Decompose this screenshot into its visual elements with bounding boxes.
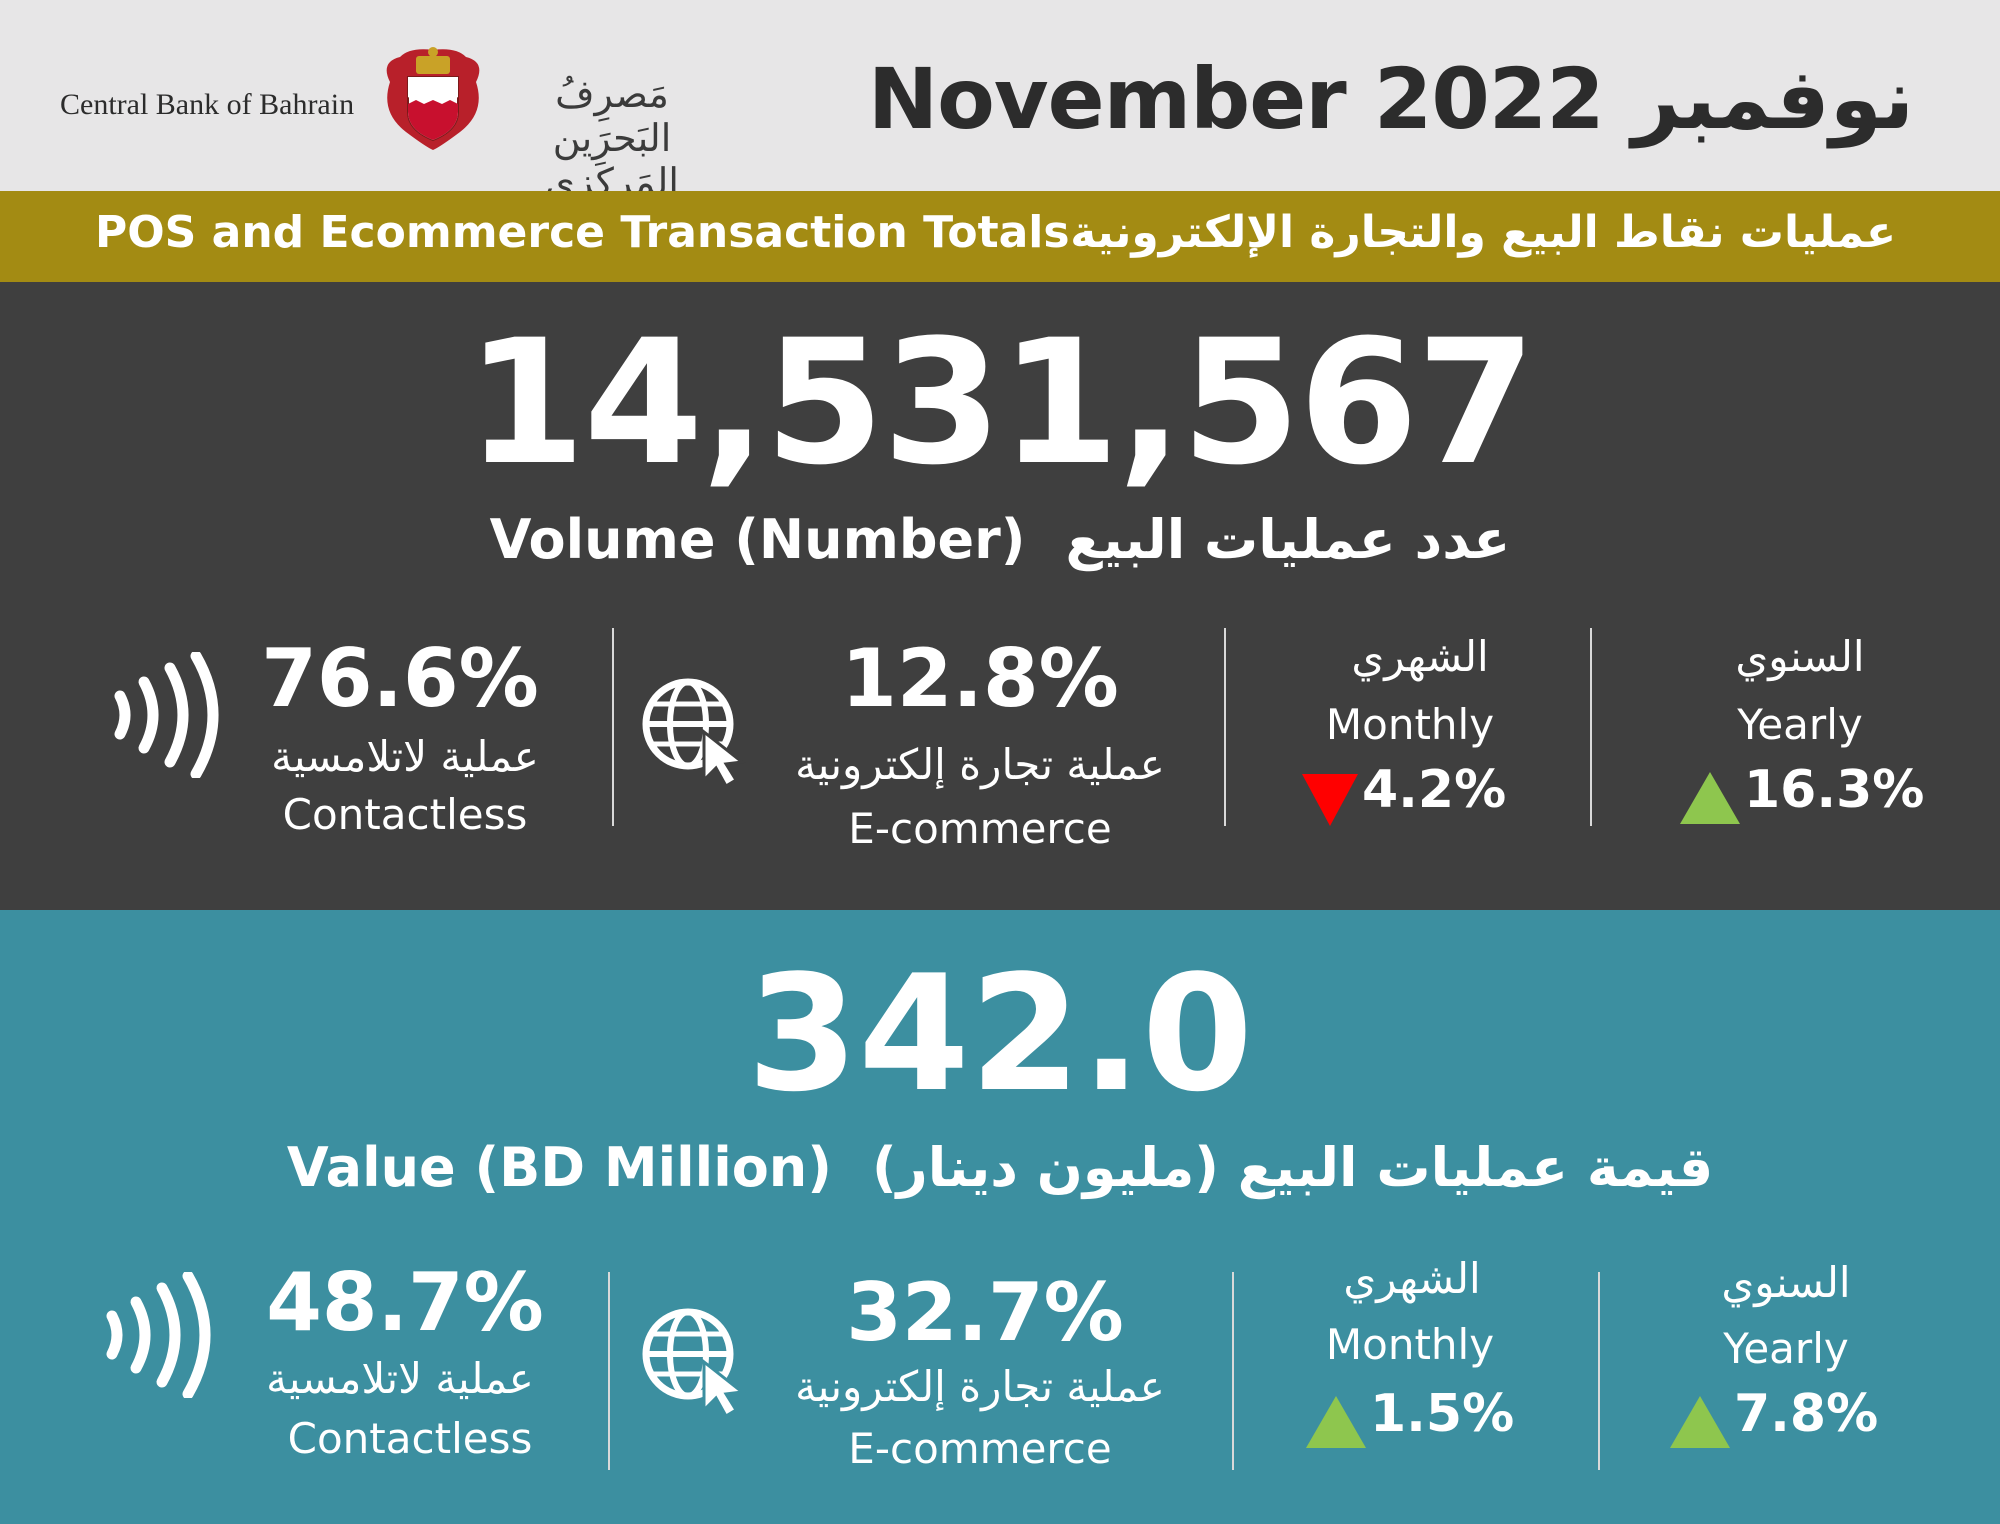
banner-title-en: POS and Ecommerce Transaction Totals (95, 207, 1070, 258)
volume-panel: 14,531,567 Volume (Number) عدد عمليات الب… (0, 282, 2000, 910)
volume-total: 14,531,567 (465, 302, 1536, 503)
volume-label-en: Volume (Number) (489, 508, 1026, 571)
divider (1590, 628, 1592, 826)
page-title: November 2022 نوفمبر (867, 50, 1915, 148)
volume-monthly-label-ar: الشهري (1351, 632, 1489, 681)
banner-title-ar: عمليات نقاط البيع والتجارة الإلكترونية (1070, 207, 1896, 258)
contactless-icon (114, 652, 219, 778)
value-label-en: Value (BD Million) (286, 1136, 832, 1199)
value-panel: 342.0 Value (BD Million) قيمة عمليات البي… (0, 910, 2000, 1524)
trend-down-icon (1302, 774, 1358, 826)
value-monthly-label-en: Monthly (1325, 1320, 1495, 1369)
volume-yearly-change: 16.3% (1744, 760, 1925, 820)
trend-up-icon (1680, 772, 1740, 824)
divider (608, 1272, 610, 1470)
value-ecommerce-label-ar: عملية تجارة إلكترونية (795, 1362, 1165, 1411)
volume-ecommerce-pct: 12.8% (841, 632, 1119, 725)
org-name-ar: مَصرِفُ البَحرَين المَركَزي (545, 72, 679, 204)
org-name-en: Central Bank of Bahrain (60, 88, 355, 121)
volume-label: Volume (Number) عدد عمليات البيع (0, 508, 2000, 571)
volume-contactless-pct: 76.6% (261, 632, 539, 725)
section-banner: POS and Ecommerce Transaction Totals عمل… (0, 191, 2000, 282)
value-ecommerce-label-en: E-commerce (848, 1424, 1112, 1473)
value-contactless-pct: 48.7% (266, 1256, 544, 1349)
value-yearly-label-ar: السنوي (1721, 1258, 1851, 1307)
value-contactless-label-en: Contactless (287, 1414, 533, 1463)
header: Central Bank of Bahrain مَصرِفُ البَحرَي… (0, 0, 2000, 204)
trend-up-icon (1670, 1396, 1730, 1448)
divider (1232, 1272, 1234, 1470)
value-label: Value (BD Million) قيمة عمليات البيع (ملي… (0, 1136, 2000, 1199)
volume-ecommerce-label-ar: عملية تجارة إلكترونية (795, 740, 1165, 789)
value-contactless-label-ar: عملية لاتلامسية (266, 1354, 534, 1403)
volume-monthly-label-en: Monthly (1325, 700, 1495, 749)
volume-ecommerce-label-en: E-commerce (848, 804, 1112, 853)
volume-monthly-change: 4.2% (1362, 760, 1507, 820)
value-yearly-label-en: Yearly (1723, 1324, 1849, 1373)
divider (612, 628, 614, 826)
divider (1598, 1272, 1600, 1470)
volume-yearly-label-en: Yearly (1737, 700, 1863, 749)
bahrain-crest-icon (386, 47, 480, 150)
value-ecommerce-pct: 32.7% (846, 1266, 1124, 1359)
volume-yearly-label-ar: السنوي (1735, 632, 1865, 681)
trend-up-icon (1306, 1396, 1366, 1448)
value-monthly-change: 1.5% (1370, 1384, 1515, 1444)
value-label-ar: قيمة عمليات البيع (مليون دينار) (871, 1136, 1714, 1199)
volume-contactless-label-ar: عملية لاتلامسية (271, 732, 539, 781)
divider (1224, 628, 1226, 826)
globe-cursor-icon (642, 1308, 746, 1416)
value-total: 342.0 (746, 940, 1254, 1127)
value-yearly-change: 7.8% (1734, 1384, 1879, 1444)
contactless-icon (106, 1272, 211, 1398)
volume-contactless-label-en: Contactless (282, 790, 528, 839)
globe-cursor-icon (642, 678, 746, 786)
value-monthly-label-ar: الشهري (1343, 1254, 1481, 1303)
volume-label-ar: عدد عمليات البيع (1065, 508, 1511, 571)
